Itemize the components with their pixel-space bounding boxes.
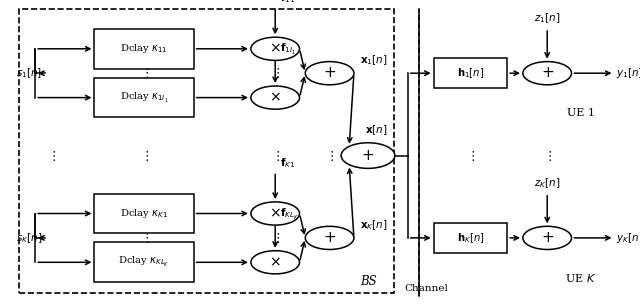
Text: $\vdots$: $\vdots$ — [466, 149, 475, 163]
Text: $s_K[n]$: $s_K[n]$ — [16, 231, 42, 245]
Text: $\vdots$: $\vdots$ — [140, 231, 148, 245]
Text: Channel: Channel — [404, 284, 449, 293]
Text: UE $K$: UE $K$ — [565, 271, 596, 284]
Text: $y_1[n]$: $y_1[n]$ — [616, 66, 640, 80]
Circle shape — [251, 251, 300, 274]
Text: Dclay $\kappa_{11}$: Dclay $\kappa_{11}$ — [120, 42, 168, 55]
Text: $+$: $+$ — [323, 231, 336, 245]
Circle shape — [523, 226, 572, 249]
FancyBboxPatch shape — [95, 242, 193, 282]
Text: $\vdots$: $\vdots$ — [140, 66, 148, 80]
Circle shape — [341, 143, 395, 168]
Text: $+$: $+$ — [362, 149, 374, 163]
Text: $\vdots$: $\vdots$ — [271, 231, 280, 245]
Text: BS: BS — [360, 275, 376, 288]
FancyBboxPatch shape — [95, 29, 193, 69]
Text: $\times$: $\times$ — [269, 206, 281, 221]
Text: $\mathbf{x}_1[n]$: $\mathbf{x}_1[n]$ — [360, 53, 388, 67]
Text: $\mathbf{h}_K[n]$: $\mathbf{h}_K[n]$ — [457, 231, 484, 245]
Text: $z_1[n]$: $z_1[n]$ — [534, 11, 561, 25]
Text: $\mathbf{f}_{KL_K}$: $\mathbf{f}_{KL_K}$ — [280, 207, 300, 222]
Text: $\times$: $\times$ — [269, 91, 281, 105]
Bar — [19, 9, 394, 293]
Text: $\mathbf{f}_{K1}$: $\mathbf{f}_{K1}$ — [280, 156, 296, 170]
Circle shape — [251, 86, 300, 109]
Text: $s_1[n]$: $s_1[n]$ — [16, 66, 42, 80]
Text: Dclay $\kappa_{1I_1}$: Dclay $\kappa_{1I_1}$ — [120, 91, 168, 105]
Text: $\vdots$: $\vdots$ — [140, 149, 148, 163]
FancyBboxPatch shape — [434, 58, 507, 88]
Text: $\times$: $\times$ — [269, 255, 281, 269]
Text: $\vdots$: $\vdots$ — [543, 149, 552, 163]
Circle shape — [305, 226, 354, 249]
FancyBboxPatch shape — [434, 223, 507, 253]
Circle shape — [523, 62, 572, 85]
Text: $z_K[n]$: $z_K[n]$ — [534, 176, 561, 190]
Text: $+$: $+$ — [541, 66, 554, 80]
FancyBboxPatch shape — [95, 78, 193, 117]
Text: $\vdots$: $\vdots$ — [47, 149, 56, 163]
Text: Dclay $\kappa_{KL_K}$: Dclay $\kappa_{KL_K}$ — [118, 255, 170, 269]
Text: $\vdots$: $\vdots$ — [271, 149, 280, 163]
FancyBboxPatch shape — [95, 194, 193, 233]
Text: UE 1: UE 1 — [567, 108, 595, 118]
Text: $\mathbf{f}_{1I_1}$: $\mathbf{f}_{1I_1}$ — [280, 42, 296, 57]
Text: $+$: $+$ — [323, 66, 336, 80]
Text: $\vdots$: $\vdots$ — [271, 66, 280, 80]
Text: Dclay $\kappa_{K1}$: Dclay $\kappa_{K1}$ — [120, 207, 168, 220]
Text: $+$: $+$ — [541, 231, 554, 245]
Text: $\times$: $\times$ — [269, 42, 281, 56]
Text: $\mathbf{x}_K[n]$: $\mathbf{x}_K[n]$ — [360, 218, 388, 232]
Circle shape — [305, 62, 354, 85]
Text: $\mathbf{f}_{11}$: $\mathbf{f}_{11}$ — [280, 0, 296, 5]
Text: $\mathbf{h}_1[n]$: $\mathbf{h}_1[n]$ — [457, 66, 484, 80]
Text: $\vdots$: $\vdots$ — [325, 149, 334, 163]
Circle shape — [251, 37, 300, 60]
Text: $\mathbf{x}[n]$: $\mathbf{x}[n]$ — [365, 124, 387, 137]
Circle shape — [251, 202, 300, 225]
Text: $y_K[n]$: $y_K[n]$ — [616, 231, 640, 245]
